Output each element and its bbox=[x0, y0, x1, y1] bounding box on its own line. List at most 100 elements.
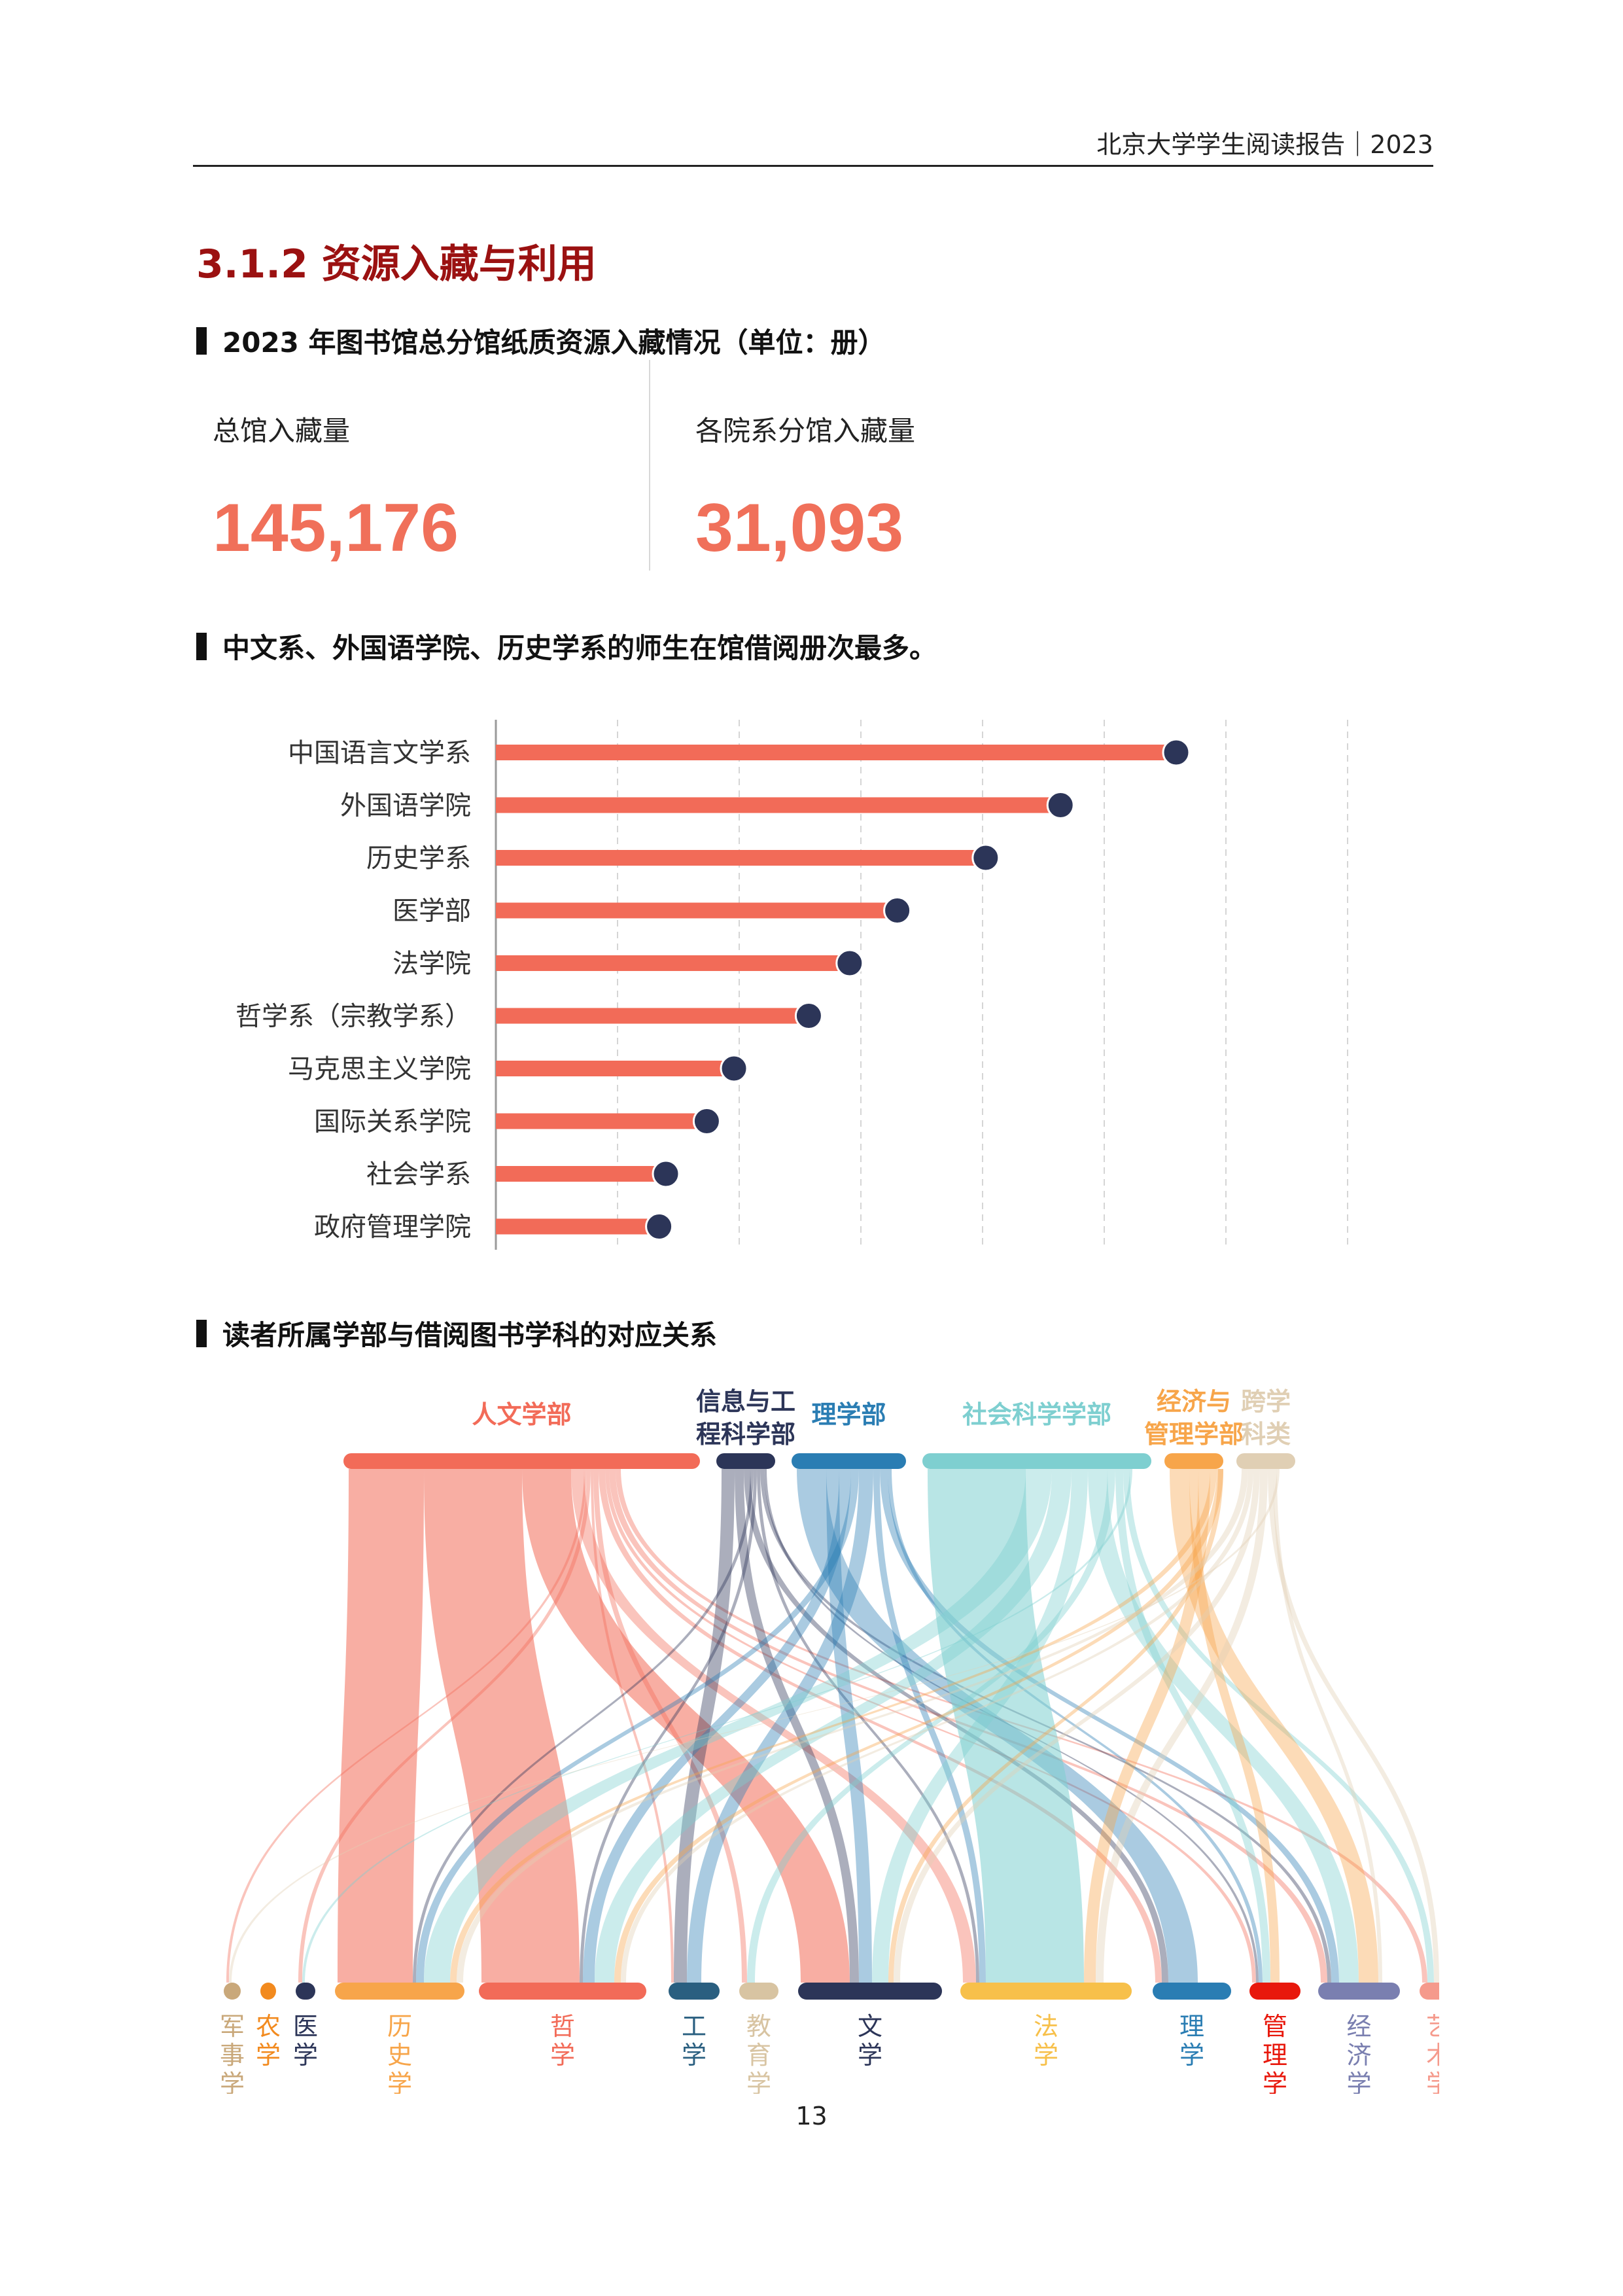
sankey-flow bbox=[1170, 1469, 1378, 1983]
sankey-target-node bbox=[960, 1983, 1132, 2000]
sankey-flow bbox=[621, 1469, 1253, 1983]
sankey-target-label: 学 bbox=[387, 2070, 412, 2094]
header-divider bbox=[193, 165, 1433, 167]
sankey-target-label: 理 bbox=[1179, 2012, 1204, 2041]
sankey-source-node bbox=[792, 1453, 906, 1469]
borrowing-heading-text: 中文系、外国语学院、历史学系的师生在馆借阅册次最多。 bbox=[222, 632, 937, 664]
holdings-heading-text: 2023 年图书馆总分馆纸质资源入藏情况（单位：册） bbox=[222, 327, 886, 359]
bar bbox=[496, 1061, 734, 1076]
sankey-target-label: 文 bbox=[858, 2012, 882, 2041]
sankey-flow bbox=[674, 1469, 735, 1983]
sankey-target-label: 学 bbox=[1179, 2041, 1204, 2070]
sankey-target-node bbox=[335, 1983, 464, 2000]
sankey-target-label: 学 bbox=[1346, 2070, 1371, 2094]
sankey-flow bbox=[735, 1469, 859, 1983]
sankey-source-label: 程科学部 bbox=[696, 1420, 795, 1449]
sankey-flow bbox=[416, 1469, 859, 1983]
bar-category-label: 政府管理学院 bbox=[314, 1212, 471, 1243]
branch-library-label: 各院系分馆入藏量 bbox=[695, 415, 916, 447]
sankey-source-label: 科类 bbox=[1241, 1420, 1291, 1449]
sankey-flow bbox=[872, 1469, 1088, 1983]
sankey-flow bbox=[522, 1469, 850, 1983]
sankey-target-label: 工 bbox=[682, 2012, 707, 2041]
bar bbox=[496, 745, 1176, 760]
bar-category-label: 中国语言文学系 bbox=[288, 738, 471, 768]
sankey-target-node bbox=[260, 1983, 276, 2000]
sankey-flows bbox=[226, 1469, 1439, 1983]
bar bbox=[496, 850, 986, 866]
sankey-flow bbox=[928, 1469, 1084, 1983]
sankey-flow bbox=[888, 1469, 1223, 1983]
sankey-flow bbox=[826, 1469, 872, 1983]
sankey-flow bbox=[302, 1469, 1132, 1983]
sankey-target-node bbox=[669, 1983, 720, 2000]
sankey-flow bbox=[1189, 1469, 1280, 1983]
bar-category-label: 医学部 bbox=[393, 896, 471, 927]
sankey-flow bbox=[583, 1469, 851, 1983]
sankey-flow bbox=[605, 1469, 1256, 1983]
sankey-target-label: 学 bbox=[220, 2070, 245, 2094]
heading-marker bbox=[196, 632, 207, 660]
bar bbox=[496, 955, 850, 971]
sankey-source-node bbox=[1164, 1453, 1223, 1469]
borrowing-heading: 中文系、外国语学院、历史学系的师生在馆借阅册次最多。 bbox=[196, 626, 937, 666]
sankey-flow bbox=[591, 1469, 674, 1983]
sankey-target-label: 学 bbox=[682, 2041, 707, 2070]
sankey-flow bbox=[338, 1469, 424, 1983]
branch-library-value: 31,093 bbox=[695, 490, 904, 566]
bar-end-dot bbox=[1046, 791, 1075, 819]
sankey-target-label: 术 bbox=[1426, 2041, 1439, 2070]
bar-category-label: 马克思主义学院 bbox=[288, 1054, 471, 1084]
bar-category-label: 历史学系 bbox=[366, 843, 471, 874]
sankey-target-label: 学 bbox=[1034, 2041, 1058, 2070]
sankey-flow bbox=[413, 1469, 754, 1983]
sankey-target-label: 农 bbox=[256, 2012, 281, 2041]
bar bbox=[496, 1166, 666, 1182]
sankey-target-label: 教 bbox=[746, 2012, 771, 2041]
sankey-flow bbox=[744, 1469, 1168, 1983]
bar-category-label: 国际关系学院 bbox=[314, 1107, 471, 1137]
page-number: 13 bbox=[795, 2102, 828, 2130]
sankey-flow bbox=[888, 1469, 1263, 1983]
sankey-target-label: 管 bbox=[1263, 2012, 1287, 2041]
bar-end-dot bbox=[720, 1054, 748, 1083]
sankey-source-node bbox=[343, 1453, 700, 1469]
main-library-value: 145,176 bbox=[213, 490, 459, 566]
bar-end-dot bbox=[835, 949, 864, 978]
bar-end-dot bbox=[692, 1107, 721, 1135]
sankey-target-label: 事 bbox=[220, 2041, 245, 2070]
sankey-target-label: 学 bbox=[293, 2041, 318, 2070]
sankey-source-label: 跨学 bbox=[1241, 1387, 1291, 1416]
sankey-flow bbox=[226, 1469, 587, 1983]
sankey-flow bbox=[880, 1469, 1339, 1983]
bar-category-label: 社会学系 bbox=[366, 1159, 471, 1190]
sankey-flow bbox=[747, 1469, 1115, 1983]
sankey-source-node bbox=[716, 1453, 775, 1469]
heading-marker bbox=[196, 327, 207, 355]
sankey-flow bbox=[687, 1469, 873, 1983]
bar bbox=[496, 1008, 809, 1024]
sankey-target-node bbox=[296, 1983, 315, 2000]
sankey-target-label: 哲 bbox=[550, 2012, 575, 2041]
report-year: ｜2023 bbox=[1345, 130, 1433, 159]
sankey-target-node bbox=[739, 1983, 778, 2000]
sankey-target-node bbox=[1318, 1983, 1400, 2000]
sankey-target-label: 学 bbox=[1426, 2070, 1439, 2094]
holdings-heading: 2023 年图书馆总分馆纸质资源入藏情况（单位：册） bbox=[196, 321, 886, 361]
sankey-flow bbox=[580, 1469, 757, 1983]
sankey-flow bbox=[1123, 1469, 1434, 1983]
sankey-target-label: 历 bbox=[387, 2012, 412, 2041]
bar-category-label: 外国语学院 bbox=[340, 791, 471, 821]
sankey-flow bbox=[1268, 1469, 1439, 1983]
sankey-target-node bbox=[224, 1983, 241, 2000]
sankey-flow bbox=[229, 1469, 1280, 1983]
sankey-flow bbox=[894, 1469, 1260, 1983]
report-header: 北京大学学生阅读报告｜2023 bbox=[1096, 124, 1433, 160]
bar bbox=[496, 1113, 707, 1129]
bar-end-dot bbox=[794, 1002, 823, 1030]
sankey-flow bbox=[450, 1469, 1217, 1983]
sankey-target-node bbox=[1153, 1983, 1231, 2000]
sankey-flow bbox=[614, 1469, 1223, 1983]
sankey-source-label: 信息与工 bbox=[696, 1387, 795, 1416]
